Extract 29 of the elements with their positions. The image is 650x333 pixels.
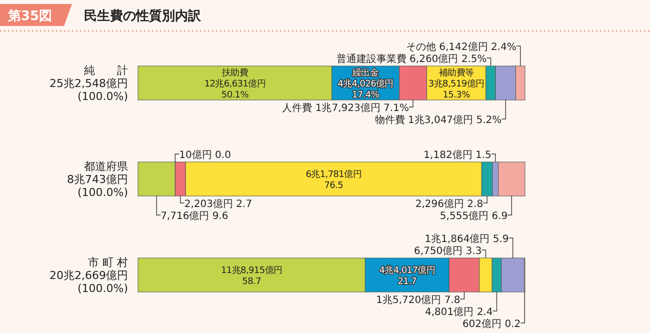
y-tick-label: 都道府県 8兆743億円 (100.0%) bbox=[67, 160, 128, 199]
data-label: 6兆1,781億円 76.5 bbox=[306, 169, 362, 191]
text: その他 6,142億円 2.4% bbox=[406, 42, 516, 53]
data-label: 2,296億円 2.8 bbox=[415, 198, 484, 210]
data-label: 10億円 0.0 bbox=[179, 149, 231, 161]
data-label: 3兆8,519億円 15.3% bbox=[428, 78, 484, 100]
text: 物件費 1兆3,047億円 5.2% bbox=[374, 115, 502, 126]
y-tick-label: 市 町 村 20兆2,669億円 (100.0%) bbox=[50, 256, 128, 295]
data-label: 4兆4,026億円 17.4% bbox=[338, 78, 394, 100]
data-label: 6,750億円 3.3 bbox=[414, 245, 482, 257]
data-label: 4,801億円 2.4 bbox=[425, 306, 493, 318]
text: 普通建設事業費 6,260億円 2.5% bbox=[336, 54, 487, 65]
data-label: 4兆4,017億円 21.7 bbox=[379, 265, 436, 287]
data-label: 1,182億円 1.5 bbox=[424, 149, 492, 161]
series-label: 繰出金 bbox=[352, 68, 379, 78]
chart-title: 民生費の性質別内訳 bbox=[84, 8, 202, 24]
data-label: 2,203億円 2.7 bbox=[184, 198, 252, 210]
data-label: 5,555億円 6.9 bbox=[440, 210, 508, 222]
y-tick-label: 純 計 25兆2,548億円 (100.0%) bbox=[50, 64, 128, 103]
text: 人件費 1兆7,923億円 7.1% bbox=[282, 103, 409, 114]
text: 第35図 bbox=[7, 9, 52, 24]
data-label: 1兆1,864億円 5.9 bbox=[424, 233, 509, 245]
data-label: 11兆8,915億円 58.7 bbox=[220, 265, 282, 287]
data-label: 602億円 0.2 bbox=[462, 318, 521, 330]
series-label: 補助費等 bbox=[438, 68, 474, 78]
data-label: 1兆5,720億円 7.8 bbox=[376, 294, 460, 306]
series-label: 扶助費 bbox=[220, 68, 248, 78]
data-label: 7,716億円 9.6 bbox=[160, 210, 228, 222]
data-label: 12兆6,631億円 50.1% bbox=[204, 78, 266, 100]
